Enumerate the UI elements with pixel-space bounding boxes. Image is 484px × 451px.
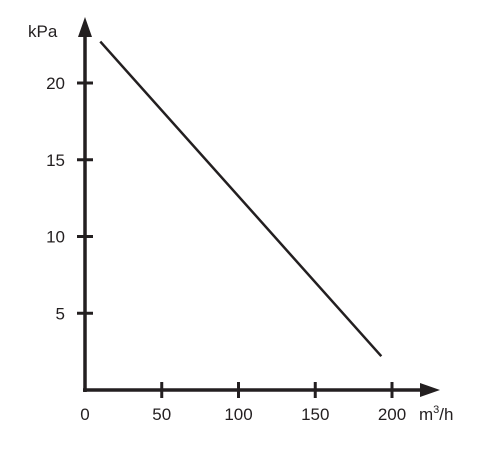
y-tick-label: 5 [56,304,65,323]
x-tick-label: 0 [80,405,89,424]
series-group [99,40,383,358]
x-unit-base: m [419,405,433,424]
x-tick-label: 50 [152,405,171,424]
y-tick-label: 20 [46,74,65,93]
y-axis-arrow [78,17,92,37]
x-tick-label: 150 [301,405,329,424]
y-ticks: 5 10 15 20 [46,74,93,323]
x-tick-label: 100 [224,405,252,424]
y-tick-label: 15 [46,151,65,170]
series-line [99,40,383,358]
x-unit-superscript: 3 [433,404,439,416]
x-unit-rest: /h [439,405,453,424]
x-axis-arrow [420,383,440,397]
x-tick-label: 200 [378,405,406,424]
x-ticks: 0 50 100 150 200 [80,382,406,424]
y-tick-label: 10 [46,228,65,247]
x-unit-label: m3/h [419,404,453,424]
y-unit-label: kPa [28,22,58,41]
